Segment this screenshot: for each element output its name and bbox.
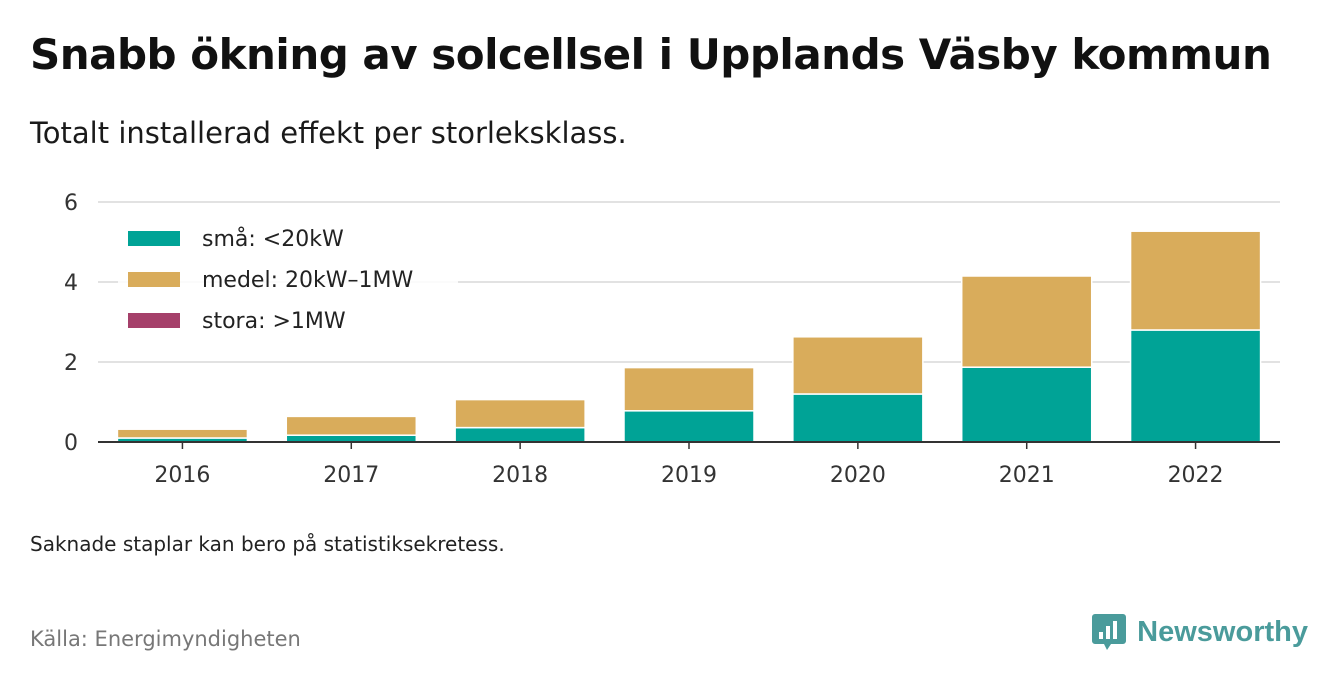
x-tick-label: 2017 — [323, 463, 379, 488]
bar-segment — [623, 410, 755, 443]
bar-segment — [960, 366, 1093, 443]
source-text: Källa: Energimyndigheten — [30, 627, 301, 651]
chart-subtitle: Totalt installerad effekt per storlekskl… — [30, 116, 627, 150]
legend-swatch — [128, 313, 180, 328]
stacked-bar-chart: 0 2 4 6 2016 2017 2018 2019 2020 2021 2022 små: <… — [64, 191, 1280, 488]
brand-logo: Newsworthy — [1091, 612, 1308, 652]
legend-swatch — [128, 231, 180, 246]
legend-label: stora: >1MW — [202, 309, 346, 334]
bar-segment — [792, 393, 924, 443]
x-tick-label: 2020 — [830, 463, 886, 488]
x-axis-ticks: 2016 2017 2018 2019 2020 2021 2022 — [154, 442, 1224, 488]
bar-segment — [960, 275, 1093, 368]
y-tick-label: 0 — [64, 431, 78, 456]
bar-segment — [116, 428, 249, 439]
bar-segment — [623, 366, 755, 412]
bar-segment — [1129, 230, 1262, 331]
y-tick-label: 2 — [64, 351, 78, 376]
legend-label: små: <20kW — [202, 226, 344, 252]
newsworthy-logo-icon — [1092, 614, 1127, 650]
y-axis-ticks: 0 2 4 6 — [64, 191, 78, 456]
bar-segment — [285, 415, 418, 436]
x-tick-label: 2016 — [154, 463, 210, 488]
chart-title: Snabb ökning av solcellsel i Upplands Vä… — [30, 30, 1272, 79]
x-tick-label: 2021 — [999, 463, 1055, 488]
bar-segment — [285, 434, 418, 443]
x-tick-label: 2019 — [661, 463, 717, 488]
footnote: Saknade staplar kan bero på statistiksek… — [30, 532, 505, 556]
bar-segment — [792, 336, 924, 395]
bars — [116, 230, 1262, 443]
legend-swatch — [128, 272, 180, 287]
x-tick-label: 2018 — [492, 463, 548, 488]
bar-segment — [454, 426, 586, 443]
y-tick-label: 4 — [64, 271, 78, 296]
x-tick-label: 2022 — [1168, 463, 1224, 488]
brand-name: Newsworthy — [1137, 615, 1308, 648]
bar-segment — [454, 398, 586, 429]
legend: små: <20kW medel: 20kW–1MW stora: >1MW — [118, 218, 458, 342]
y-tick-label: 6 — [64, 191, 78, 216]
legend-label: medel: 20kW–1MW — [202, 268, 413, 293]
bar-segment — [1129, 329, 1262, 443]
